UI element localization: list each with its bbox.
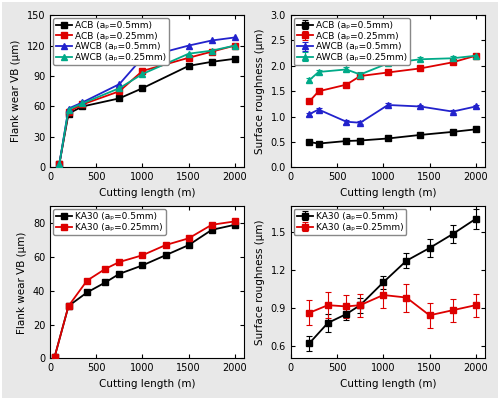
AWCB (aₚ=0.5mm)	[140, 55, 145, 60]
X-axis label: Cutting length (m): Cutting length (m)	[340, 188, 436, 198]
AWCB (aₚ=0.5mm)	[56, 162, 62, 167]
AWCB (aₚ=0.25mm)	[80, 101, 86, 106]
AWCB (aₚ=0.5mm)	[66, 106, 71, 111]
KA30 (aₚ=0.25mm)	[66, 304, 71, 308]
ACB (aₚ=0.25mm)	[80, 102, 86, 107]
AWCB (aₚ=0.5mm)	[116, 82, 122, 86]
KA30 (aₚ=0.5mm)	[52, 354, 58, 359]
KA30 (aₚ=0.5mm)	[84, 290, 90, 295]
Y-axis label: Surface roughness (µm): Surface roughness (µm)	[255, 28, 265, 154]
AWCB (aₚ=0.25mm)	[56, 162, 62, 167]
Line: KA30 (aₚ=0.5mm): KA30 (aₚ=0.5mm)	[52, 222, 238, 360]
Y-axis label: Surface roughness (µm): Surface roughness (µm)	[255, 220, 265, 345]
KA30 (aₚ=0.25mm)	[52, 354, 58, 359]
KA30 (aₚ=0.25mm)	[84, 278, 90, 283]
KA30 (aₚ=0.5mm)	[116, 272, 122, 276]
AWCB (aₚ=0.25mm)	[232, 43, 238, 48]
AWCB (aₚ=0.25mm)	[116, 86, 122, 91]
Text: (d): (d)	[304, 211, 330, 225]
Text: (b): (b)	[304, 20, 330, 34]
ACB (aₚ=0.5mm)	[186, 64, 192, 68]
Text: (c): (c)	[64, 211, 87, 225]
KA30 (aₚ=0.25mm)	[162, 243, 168, 248]
AWCB (aₚ=0.5mm)	[232, 35, 238, 40]
X-axis label: Cutting length (m): Cutting length (m)	[99, 379, 196, 389]
KA30 (aₚ=0.5mm)	[232, 222, 238, 227]
KA30 (aₚ=0.25mm)	[186, 236, 192, 241]
Legend: ACB (aₚ=0.5mm), ACB (aₚ=0.25mm), AWCB (aₚ=0.5mm), AWCB (aₚ=0.25mm): ACB (aₚ=0.5mm), ACB (aₚ=0.25mm), AWCB (a…	[294, 18, 410, 65]
ACB (aₚ=0.25mm)	[186, 55, 192, 60]
AWCB (aₚ=0.25mm)	[66, 107, 71, 112]
ACB (aₚ=0.5mm)	[66, 111, 71, 116]
X-axis label: Cutting length (m): Cutting length (m)	[340, 379, 436, 389]
AWCB (aₚ=0.25mm)	[186, 51, 192, 56]
KA30 (aₚ=0.5mm)	[209, 228, 215, 232]
KA30 (aₚ=0.5mm)	[162, 253, 168, 258]
Line: AWCB (aₚ=0.25mm): AWCB (aₚ=0.25mm)	[56, 43, 238, 167]
ACB (aₚ=0.5mm)	[116, 96, 122, 101]
AWCB (aₚ=0.25mm)	[209, 48, 215, 53]
ACB (aₚ=0.25mm)	[209, 49, 215, 54]
KA30 (aₚ=0.5mm)	[186, 243, 192, 248]
ACB (aₚ=0.25mm)	[232, 43, 238, 48]
KA30 (aₚ=0.5mm)	[66, 304, 71, 308]
Line: AWCB (aₚ=0.5mm): AWCB (aₚ=0.5mm)	[56, 35, 238, 167]
Line: ACB (aₚ=0.5mm): ACB (aₚ=0.5mm)	[56, 56, 238, 167]
Line: KA30 (aₚ=0.25mm): KA30 (aₚ=0.25mm)	[52, 219, 238, 360]
ACB (aₚ=0.25mm)	[116, 89, 122, 94]
KA30 (aₚ=0.25mm)	[232, 219, 238, 224]
AWCB (aₚ=0.25mm)	[140, 72, 145, 76]
ACB (aₚ=0.5mm)	[209, 60, 215, 64]
Line: ACB (aₚ=0.25mm): ACB (aₚ=0.25mm)	[56, 43, 238, 167]
KA30 (aₚ=0.25mm)	[209, 222, 215, 227]
Legend: KA30 (aₚ=0.5mm), KA30 (aₚ=0.25mm): KA30 (aₚ=0.5mm), KA30 (aₚ=0.25mm)	[294, 209, 406, 235]
KA30 (aₚ=0.25mm)	[140, 253, 145, 258]
Legend: KA30 (aₚ=0.5mm), KA30 (aₚ=0.25mm): KA30 (aₚ=0.5mm), KA30 (aₚ=0.25mm)	[52, 209, 166, 235]
KA30 (aₚ=0.5mm)	[102, 280, 108, 285]
AWCB (aₚ=0.5mm)	[80, 100, 86, 105]
AWCB (aₚ=0.5mm)	[209, 38, 215, 43]
ACB (aₚ=0.25mm)	[66, 109, 71, 114]
Y-axis label: Flank wear VB (µm): Flank wear VB (µm)	[17, 231, 27, 334]
X-axis label: Cutting length (m): Cutting length (m)	[99, 188, 196, 198]
AWCB (aₚ=0.5mm)	[186, 43, 192, 48]
ACB (aₚ=0.25mm)	[140, 68, 145, 73]
KA30 (aₚ=0.5mm)	[140, 263, 145, 268]
KA30 (aₚ=0.25mm)	[116, 260, 122, 264]
Y-axis label: Flank wear VB (µm): Flank wear VB (µm)	[11, 40, 21, 142]
Text: (a): (a)	[64, 20, 88, 34]
ACB (aₚ=0.25mm)	[56, 162, 62, 167]
ACB (aₚ=0.5mm)	[80, 104, 86, 109]
KA30 (aₚ=0.25mm)	[102, 266, 108, 271]
ACB (aₚ=0.5mm)	[232, 56, 238, 61]
ACB (aₚ=0.5mm)	[56, 162, 62, 167]
Legend: ACB (aₚ=0.5mm), ACB (aₚ=0.25mm), AWCB (aₚ=0.5mm), AWCB (aₚ=0.25mm): ACB (aₚ=0.5mm), ACB (aₚ=0.25mm), AWCB (a…	[52, 18, 169, 65]
ACB (aₚ=0.5mm)	[140, 86, 145, 91]
